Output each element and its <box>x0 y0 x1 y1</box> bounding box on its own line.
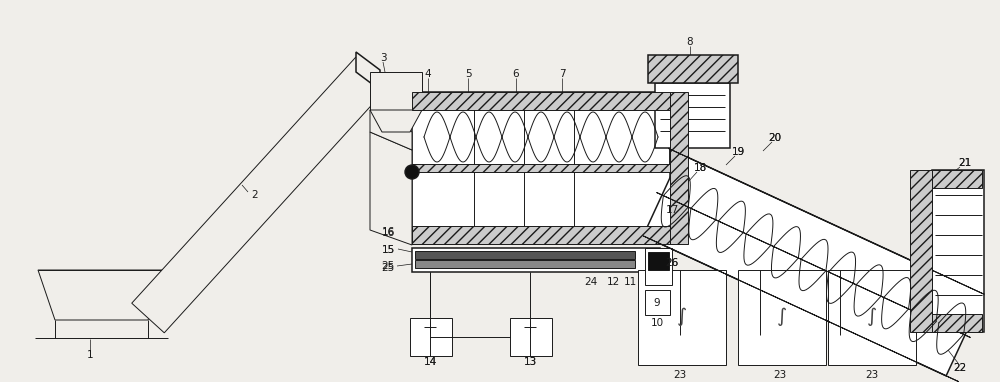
Text: 20: 20 <box>768 133 782 143</box>
Polygon shape <box>132 57 388 333</box>
Text: 11: 11 <box>623 277 637 287</box>
Bar <box>910 170 932 332</box>
Text: ∫: ∫ <box>677 308 687 327</box>
Bar <box>510 318 552 356</box>
Bar <box>412 92 670 110</box>
Polygon shape <box>657 193 970 338</box>
Bar <box>412 92 670 244</box>
Text: 7: 7 <box>559 69 565 79</box>
Text: 23: 23 <box>865 370 879 380</box>
Bar <box>412 248 660 272</box>
Bar <box>415 260 635 268</box>
Text: 16: 16 <box>381 228 395 238</box>
Text: 14: 14 <box>423 357 437 367</box>
Polygon shape <box>668 148 984 294</box>
Text: 13: 13 <box>523 357 537 367</box>
Bar <box>738 270 826 365</box>
Text: 26: 26 <box>665 258 679 268</box>
Text: 2: 2 <box>252 190 258 200</box>
Text: 8: 8 <box>687 37 693 47</box>
Text: 23: 23 <box>773 370 787 380</box>
Text: 5: 5 <box>465 69 471 79</box>
Text: 19: 19 <box>731 147 745 157</box>
Bar <box>415 251 635 259</box>
Text: 6: 6 <box>513 69 519 79</box>
Text: 3: 3 <box>380 53 386 63</box>
Bar <box>412 226 670 244</box>
Text: 10: 10 <box>650 318 664 328</box>
Text: 18: 18 <box>693 163 707 173</box>
Text: ∫: ∫ <box>777 308 787 327</box>
Polygon shape <box>370 110 412 150</box>
Text: 15: 15 <box>381 245 395 255</box>
Bar <box>410 318 452 356</box>
Text: 15: 15 <box>381 245 395 255</box>
Text: 23: 23 <box>673 370 687 380</box>
Text: 22: 22 <box>953 363 967 373</box>
Bar <box>828 270 916 365</box>
Bar <box>412 164 670 172</box>
Text: 4: 4 <box>425 69 431 79</box>
Bar <box>932 170 984 332</box>
Text: 20: 20 <box>768 133 782 143</box>
Text: 1: 1 <box>87 350 93 360</box>
Polygon shape <box>370 110 422 132</box>
Polygon shape <box>356 52 380 90</box>
Text: 24: 24 <box>584 277 598 287</box>
Bar <box>648 252 669 270</box>
Text: 21: 21 <box>958 158 972 168</box>
Bar <box>638 270 726 365</box>
Text: 9: 9 <box>654 298 660 308</box>
Text: 13: 13 <box>523 357 537 367</box>
Text: 12: 12 <box>606 277 620 287</box>
Text: 18: 18 <box>693 163 707 173</box>
Bar <box>645 248 672 285</box>
Text: 21: 21 <box>958 158 972 168</box>
Bar <box>370 72 422 110</box>
Bar <box>932 314 982 332</box>
Text: 14: 14 <box>423 357 437 367</box>
Polygon shape <box>643 236 959 382</box>
Bar <box>648 55 738 83</box>
Polygon shape <box>370 132 412 245</box>
Bar <box>932 170 982 188</box>
Text: 22: 22 <box>953 363 967 373</box>
Polygon shape <box>643 154 984 376</box>
Bar <box>670 92 688 244</box>
Text: 17: 17 <box>665 205 679 215</box>
Text: 19: 19 <box>731 147 745 157</box>
Text: 25: 25 <box>381 261 395 271</box>
Polygon shape <box>38 270 168 320</box>
Bar <box>645 290 670 315</box>
Circle shape <box>405 165 419 179</box>
Text: 16: 16 <box>381 227 395 237</box>
Text: 26: 26 <box>665 258 679 268</box>
Text: ∫: ∫ <box>867 308 877 327</box>
Bar <box>655 83 730 148</box>
Text: 25: 25 <box>381 263 395 273</box>
